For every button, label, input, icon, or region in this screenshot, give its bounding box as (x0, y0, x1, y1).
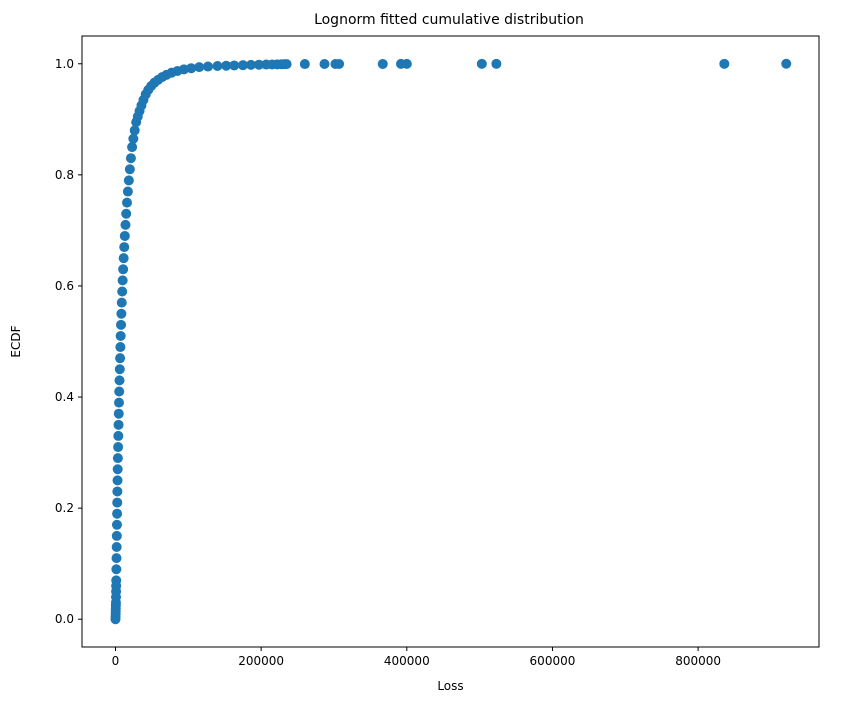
data-point (334, 58, 345, 69)
data-point (111, 564, 122, 575)
axes-frame (81, 35, 820, 648)
x-tick-label: 600000 (530, 654, 576, 668)
data-point (112, 497, 123, 508)
data-point (116, 297, 127, 308)
data-point (111, 553, 122, 564)
data-point (319, 58, 330, 69)
x-tick-label: 0 (112, 654, 120, 668)
data-point (229, 60, 240, 71)
data-point (202, 61, 213, 72)
data-point (116, 308, 127, 319)
data-point (114, 375, 125, 386)
data-point (113, 430, 124, 441)
data-point (111, 519, 122, 530)
data-point (114, 364, 125, 375)
data-point (253, 59, 264, 70)
data-point (112, 453, 123, 464)
data-point (117, 286, 128, 297)
x-tick-label: 800000 (675, 654, 721, 668)
data-point (194, 62, 205, 73)
data-point (401, 58, 412, 69)
data-point (115, 330, 126, 341)
data-point (221, 60, 232, 71)
y-tick-label: 1.0 (55, 57, 74, 71)
y-tick-label: 0.8 (55, 168, 74, 182)
chart-title: Lognorm fitted cumulative distribution (314, 12, 584, 28)
data-point (127, 142, 138, 153)
data-point (491, 58, 502, 69)
data-point (112, 508, 123, 519)
data-point (781, 58, 792, 69)
data-point (113, 442, 124, 453)
data-points (110, 58, 792, 625)
data-point (114, 386, 125, 397)
data-point (112, 486, 123, 497)
data-point (129, 125, 140, 136)
y-tick-label: 0.0 (55, 612, 74, 626)
y-tick-label: 0.6 (55, 279, 74, 293)
y-tick-label: 0.2 (55, 501, 74, 515)
data-point (122, 186, 133, 197)
data-point (111, 530, 122, 541)
data-point (113, 408, 124, 419)
data-point (117, 275, 128, 286)
data-point (113, 419, 124, 430)
data-point (281, 59, 292, 70)
data-point (476, 58, 487, 69)
y-axis: 0.0 0.2 0.4 0.6 0.8 1.0 (55, 57, 82, 626)
data-point (124, 164, 135, 175)
data-point (299, 59, 310, 70)
x-tick-label: 400000 (384, 654, 430, 668)
data-point (112, 464, 123, 475)
data-point (111, 575, 122, 586)
data-point (123, 175, 134, 186)
data-point (122, 197, 133, 208)
data-point (115, 353, 126, 364)
data-point (719, 58, 730, 69)
plot-area (82, 36, 819, 647)
y-axis-label: ECDF (9, 325, 23, 357)
data-point (128, 133, 139, 144)
data-point (237, 60, 248, 71)
data-point (115, 342, 126, 353)
data-point (118, 253, 129, 264)
data-point (116, 319, 127, 330)
data-point (212, 60, 223, 71)
data-point (377, 58, 388, 69)
data-point (119, 230, 130, 241)
data-point (114, 397, 124, 408)
data-point (120, 219, 131, 230)
y-tick-label: 0.4 (55, 390, 74, 404)
x-axis: 0 200000 400000 600000 800000 (112, 647, 721, 668)
data-point (118, 264, 129, 275)
data-point (245, 59, 256, 70)
plot-background (82, 36, 819, 647)
data-point (112, 475, 123, 486)
data-point (186, 63, 197, 74)
data-point (119, 242, 130, 253)
x-axis-label: Loss (437, 679, 463, 693)
data-point (125, 153, 136, 164)
data-point (111, 542, 122, 553)
data-point (121, 208, 132, 219)
x-tick-label: 200000 (238, 654, 284, 668)
